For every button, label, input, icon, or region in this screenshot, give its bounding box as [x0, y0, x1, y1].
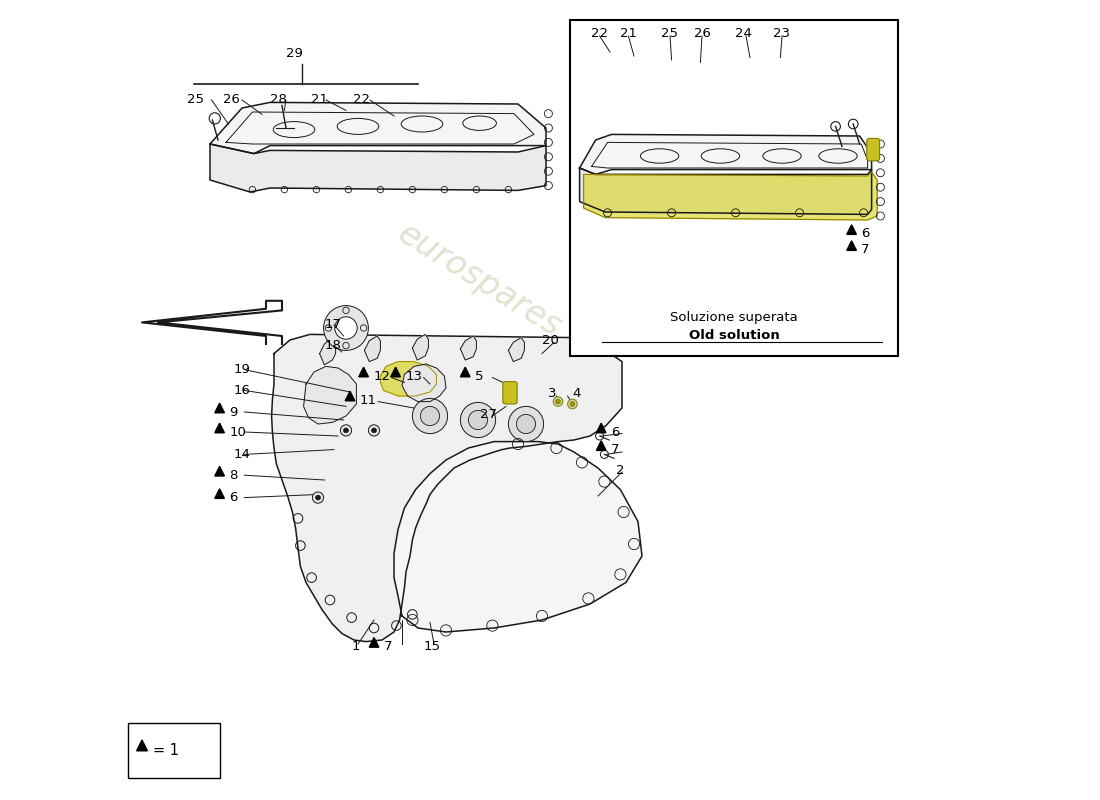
- Text: 3: 3: [549, 387, 557, 400]
- Text: a passion for cars: a passion for cars: [311, 491, 525, 597]
- Text: 27: 27: [480, 408, 496, 421]
- Polygon shape: [847, 225, 857, 234]
- Polygon shape: [461, 367, 470, 377]
- Circle shape: [461, 402, 496, 438]
- Polygon shape: [412, 334, 428, 360]
- Text: 28: 28: [270, 93, 286, 106]
- Text: 6: 6: [861, 227, 870, 240]
- Polygon shape: [381, 362, 437, 396]
- Text: 16: 16: [234, 384, 251, 397]
- Polygon shape: [214, 489, 224, 498]
- Circle shape: [508, 406, 543, 442]
- Text: 6: 6: [229, 491, 238, 504]
- Text: = 1: = 1: [153, 743, 179, 758]
- Text: 29: 29: [286, 47, 302, 60]
- Polygon shape: [320, 338, 336, 365]
- Bar: [570, 20, 898, 356]
- Polygon shape: [580, 168, 871, 214]
- Text: 22: 22: [591, 27, 608, 40]
- Text: 21: 21: [620, 27, 637, 40]
- Polygon shape: [214, 466, 224, 476]
- Polygon shape: [214, 403, 224, 413]
- Text: 10: 10: [229, 426, 246, 438]
- Polygon shape: [847, 241, 857, 250]
- Text: 6: 6: [610, 426, 619, 438]
- Text: 4: 4: [572, 387, 581, 400]
- Circle shape: [568, 399, 578, 409]
- Text: 9: 9: [229, 406, 238, 418]
- Circle shape: [516, 414, 536, 434]
- Polygon shape: [272, 334, 622, 642]
- Text: 18: 18: [324, 339, 341, 352]
- Polygon shape: [596, 441, 606, 450]
- Text: Old solution: Old solution: [689, 329, 780, 342]
- Text: 26: 26: [223, 93, 240, 106]
- Text: eurospares: eurospares: [392, 217, 568, 343]
- Circle shape: [316, 495, 320, 500]
- Text: 13: 13: [405, 370, 422, 382]
- Text: 1: 1: [352, 640, 360, 653]
- Circle shape: [553, 397, 563, 406]
- Polygon shape: [364, 336, 381, 362]
- Polygon shape: [584, 172, 877, 220]
- Circle shape: [469, 410, 487, 430]
- Polygon shape: [402, 364, 446, 402]
- Polygon shape: [136, 740, 147, 750]
- Polygon shape: [596, 423, 606, 433]
- Circle shape: [412, 398, 448, 434]
- Circle shape: [323, 306, 368, 350]
- Text: 7: 7: [384, 640, 392, 653]
- Text: 14: 14: [234, 448, 251, 461]
- Circle shape: [343, 428, 349, 433]
- Text: 2: 2: [616, 464, 624, 477]
- Polygon shape: [359, 367, 369, 377]
- Polygon shape: [304, 366, 356, 424]
- Text: 8: 8: [229, 469, 238, 482]
- Polygon shape: [370, 638, 378, 647]
- Circle shape: [312, 492, 323, 503]
- Text: 7: 7: [861, 243, 870, 256]
- Text: Soluzione superata: Soluzione superata: [670, 311, 798, 324]
- Text: 25: 25: [187, 93, 205, 106]
- Text: 17: 17: [324, 318, 341, 331]
- Text: 26: 26: [694, 27, 711, 40]
- Polygon shape: [394, 442, 642, 632]
- Polygon shape: [508, 338, 525, 362]
- FancyBboxPatch shape: [867, 138, 880, 161]
- Bar: [128, 723, 220, 778]
- Circle shape: [340, 425, 352, 436]
- Text: 12: 12: [373, 370, 390, 382]
- Polygon shape: [210, 102, 546, 154]
- Circle shape: [556, 399, 560, 404]
- Text: 15: 15: [424, 640, 441, 653]
- Text: 19: 19: [234, 363, 251, 376]
- Text: 5: 5: [475, 370, 483, 382]
- Polygon shape: [461, 336, 476, 360]
- Circle shape: [420, 406, 440, 426]
- Text: 7: 7: [610, 443, 619, 456]
- Text: 22: 22: [353, 93, 371, 106]
- FancyBboxPatch shape: [503, 382, 517, 404]
- Circle shape: [368, 425, 379, 436]
- Text: 20: 20: [542, 334, 559, 346]
- Polygon shape: [210, 144, 546, 192]
- Polygon shape: [345, 391, 355, 401]
- Text: 23: 23: [773, 27, 791, 40]
- Polygon shape: [390, 367, 400, 377]
- Circle shape: [372, 428, 376, 433]
- Text: 24: 24: [735, 27, 752, 40]
- Circle shape: [570, 402, 575, 406]
- Polygon shape: [580, 134, 871, 174]
- Text: 21: 21: [311, 93, 328, 106]
- Circle shape: [334, 317, 358, 339]
- Text: 25: 25: [661, 27, 679, 40]
- Polygon shape: [214, 423, 224, 433]
- Polygon shape: [142, 301, 282, 344]
- Text: 11: 11: [360, 394, 376, 406]
